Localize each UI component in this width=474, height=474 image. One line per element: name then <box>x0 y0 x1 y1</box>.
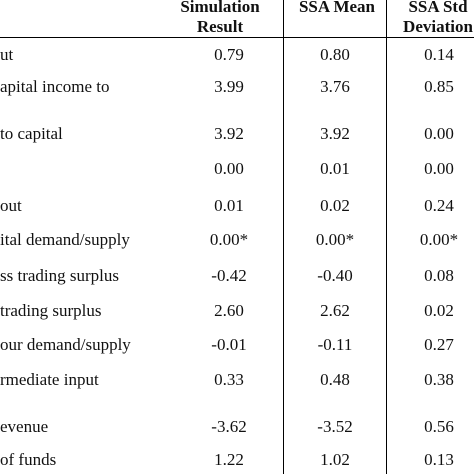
column-divider-1 <box>283 0 284 474</box>
row-label: ss trading surplus <box>0 266 119 285</box>
cell-ssa-std-deviation: 0.13 <box>424 450 454 469</box>
cell-ssa-mean: 3.92 <box>320 124 350 143</box>
cell-simulation-result: 3.92 <box>214 124 244 143</box>
cell-ssa-std-deviation: 0.24 <box>424 196 454 215</box>
cell-ssa-std-deviation: 0.27 <box>424 335 454 354</box>
cell-simulation-result: 2.60 <box>214 301 244 320</box>
cell-ssa-std-deviation: 0.38 <box>424 370 454 389</box>
cell-simulation-result: -0.42 <box>211 266 247 285</box>
cell-ssa-mean: 3.76 <box>320 77 350 96</box>
cell-ssa-mean: 2.62 <box>320 301 350 320</box>
cell-simulation-result: -0.01 <box>211 335 247 354</box>
column-divider-2 <box>386 0 387 474</box>
cell-ssa-std-deviation: 0.00 <box>424 124 454 143</box>
cell-ssa-mean: -0.40 <box>317 266 353 285</box>
cell-simulation-result: -3.62 <box>211 417 247 436</box>
cell-ssa-std-deviation: 0.00* <box>419 230 459 249</box>
cell-ssa-std-deviation: 0.14 <box>424 45 454 64</box>
row-label: to capital <box>0 124 63 143</box>
cell-ssa-mean: -0.11 <box>317 335 353 354</box>
row-label: rmediate input <box>0 370 99 389</box>
cell-ssa-std-deviation: 0.02 <box>424 301 454 320</box>
row-label: out <box>0 196 22 215</box>
cell-ssa-mean: 0.01 <box>320 159 350 178</box>
cell-simulation-result: 1.22 <box>214 450 244 469</box>
cell-simulation-result: 3.99 <box>214 77 244 96</box>
row-label: our demand/supply <box>0 335 131 354</box>
column-header-line1: SSA Mean <box>298 0 376 16</box>
row-label: apital income to <box>0 77 110 96</box>
cell-simulation-result: 0.33 <box>214 370 244 389</box>
row-label: ital demand/supply <box>0 230 130 249</box>
cell-ssa-std-deviation: 0.56 <box>424 417 454 436</box>
cell-simulation-result: 0.79 <box>214 45 244 64</box>
cell-ssa-mean: 0.80 <box>320 45 350 64</box>
column-header-line1: SSA Std <box>408 0 468 16</box>
cell-ssa-mean: -3.52 <box>317 417 353 436</box>
row-label: evenue <box>0 417 49 436</box>
cell-simulation-result: 0.01 <box>214 196 244 215</box>
cell-ssa-std-deviation: 0.00 <box>424 159 454 178</box>
cell-simulation-result: 0.00 <box>214 159 244 178</box>
column-header-line1: Simulation <box>180 0 260 16</box>
cell-ssa-std-deviation: 0.85 <box>424 77 454 96</box>
row-label: ut <box>0 45 14 64</box>
cell-ssa-std-deviation: 0.08 <box>424 266 454 285</box>
cell-ssa-mean: 0.02 <box>320 196 350 215</box>
column-header-line2: Deviation <box>403 17 473 36</box>
column-header-ssa-std-deviation: SSA Std Deviation <box>388 0 474 37</box>
column-header-ssa-mean: SSA Mean <box>287 0 387 17</box>
row-label: trading surplus <box>0 301 102 320</box>
column-header-simulation-result: Simulation Result <box>160 0 280 37</box>
column-header-line2: Result <box>196 17 244 36</box>
cell-ssa-mean: 1.02 <box>320 450 350 469</box>
row-label: of funds <box>0 450 57 469</box>
header-rule <box>0 37 474 38</box>
cell-ssa-mean: 0.00* <box>315 230 355 249</box>
cell-simulation-result: 0.00* <box>209 230 249 249</box>
cell-ssa-mean: 0.48 <box>320 370 350 389</box>
